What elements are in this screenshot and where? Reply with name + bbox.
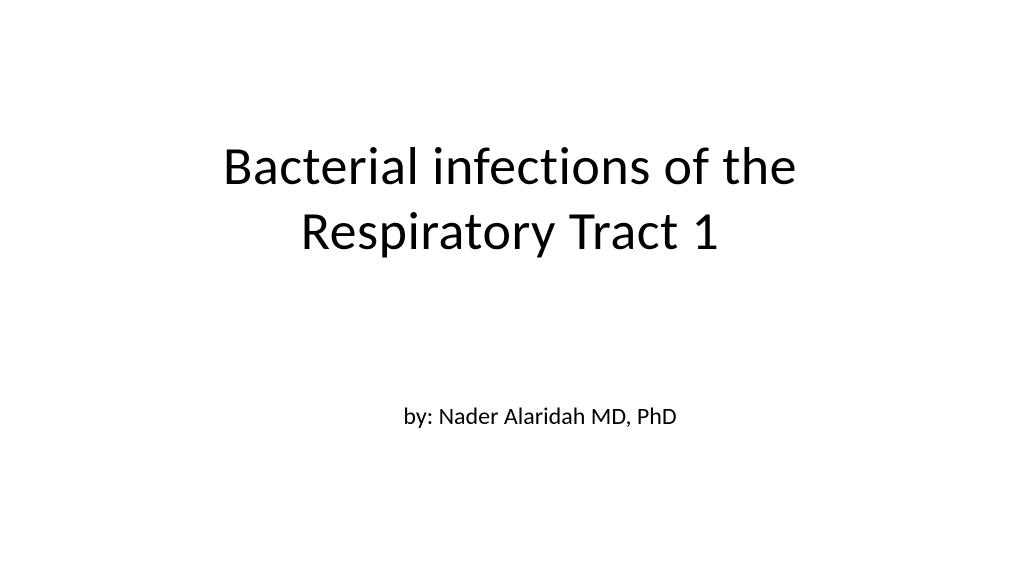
author-name: Nader Alaridah MD, PhD xyxy=(439,402,677,431)
title-line-2: Respiratory Tract 1 xyxy=(301,198,720,264)
slide-container: Bacterial infections of the Respiratory … xyxy=(0,0,1020,573)
slide-author: by: Nader Alaridah MD, PhD xyxy=(0,402,1020,431)
title-line-1: Bacterial infections of the xyxy=(223,133,797,199)
slide-title: Bacterial infections of the Respiratory … xyxy=(0,134,1020,264)
author-prefix: by: xyxy=(403,402,438,431)
